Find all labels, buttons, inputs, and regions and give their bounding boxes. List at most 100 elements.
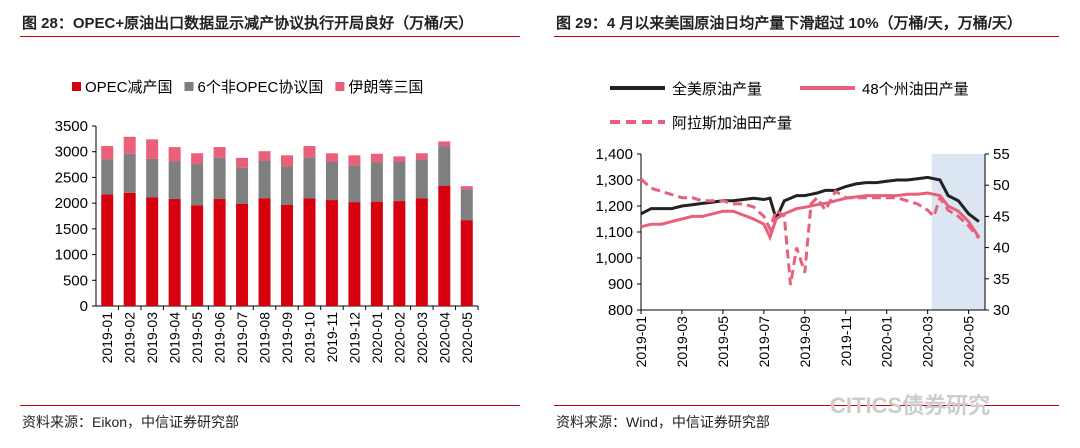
legend-swatch (335, 82, 345, 91)
bar-OPEC减产国-2019-11 (325, 200, 338, 306)
y-left-tick-label: 1,000 (595, 250, 633, 267)
y-right-tick-label: 55 (993, 146, 1010, 163)
legend-label: 48个州油田产量 (862, 81, 969, 98)
y-left-tick-label: 1,300 (595, 172, 633, 189)
y-tick-label: 3500 (55, 118, 88, 135)
y-tick-label: 3000 (55, 144, 88, 161)
x-tick-label: 2019-07 (756, 316, 772, 368)
bar-OPEC减产国-2019-12 (348, 202, 361, 306)
left-source-rule (20, 405, 520, 406)
bar-6个非OPEC协议国-2019-06 (213, 157, 226, 200)
y-left-tick-label: 800 (608, 302, 633, 319)
watermark: CITICS债券研究 (830, 393, 991, 418)
y-tick-label: 500 (63, 272, 88, 289)
bar-OPEC减产国-2020-04 (438, 185, 451, 306)
bar-OPEC减产国-2019-07 (236, 203, 249, 306)
right-title-rule (554, 36, 1059, 37)
bar-伊朗等三国-2019-06 (213, 147, 226, 158)
x-tick-label: 2019-11 (324, 312, 340, 363)
bar-OPEC减产国-2019-10 (303, 198, 316, 306)
left-chart-title: 图 28：OPEC+原油出口数据显示减产协议执行开局良好（万桶/天） (22, 15, 474, 32)
right-source-rule (554, 405, 1059, 406)
legend-swatch (184, 82, 194, 91)
bar-OPEC减产国-2019-01 (101, 194, 114, 306)
bar-6个非OPEC协议国-2020-04 (438, 146, 451, 186)
x-tick-label: 2019-05 (189, 312, 205, 364)
bar-6个非OPEC协议国-2019-03 (146, 158, 159, 198)
y-right-tick-label: 50 (993, 177, 1010, 194)
legend-label: OPEC减产国 (85, 79, 173, 96)
bar-伊朗等三国-2020-01 (370, 153, 383, 163)
y-tick-label: 0 (80, 298, 88, 315)
bar-OPEC减产国-2019-05 (191, 205, 204, 306)
bar-OPEC减产国-2019-04 (168, 199, 181, 306)
bar-6个非OPEC协议国-2019-07 (236, 167, 249, 204)
y-tick-label: 2000 (55, 195, 88, 212)
bar-伊朗等三国-2019-02 (123, 136, 136, 154)
x-tick-label: 2019-09 (279, 312, 295, 364)
bar-OPEC减产国-2020-01 (370, 201, 383, 306)
y-left-tick-label: 1,400 (595, 146, 633, 163)
x-tick-label: 2020-03 (414, 312, 430, 364)
bar-伊朗等三国-2019-03 (146, 139, 159, 159)
x-tick-label: 2019-11 (838, 316, 854, 367)
y-left-tick-label: 900 (608, 276, 633, 293)
bar-伊朗等三国-2020-05 (460, 186, 473, 190)
left-source: 资料来源：Eikon，中信证券研究部 (22, 414, 240, 430)
bar-6个非OPEC协议国-2020-03 (415, 159, 428, 199)
bar-6个非OPEC协议国-2019-08 (258, 160, 271, 199)
x-tick-label: 2020-03 (920, 316, 936, 368)
bar-OPEC减产国-2019-06 (213, 199, 226, 306)
x-tick-label: 2020-01 (879, 316, 895, 368)
y-left-tick-label: 1,100 (595, 224, 633, 241)
y-right-tick-label: 45 (993, 208, 1010, 225)
x-tick-label: 2020-01 (369, 312, 385, 364)
x-tick-label: 2020-05 (459, 312, 475, 364)
bar-伊朗等三国-2019-09 (281, 155, 293, 167)
bar-伊朗等三国-2020-02 (393, 156, 406, 162)
bar-6个非OPEC协议国-2020-02 (393, 162, 406, 202)
y-tick-label: 2500 (55, 169, 88, 186)
bar-6个非OPEC协议国-2019-05 (191, 164, 204, 206)
y-right-tick-label: 35 (993, 271, 1010, 288)
bar-6个非OPEC协议国-2019-11 (325, 162, 338, 201)
bar-伊朗等三国-2019-04 (168, 147, 181, 162)
legend-label: 全美原油产量 (672, 80, 762, 98)
bar-6个非OPEC协议国-2019-12 (348, 165, 361, 203)
x-tick-label: 2020-04 (436, 312, 452, 364)
x-tick-label: 2019-01 (99, 312, 115, 364)
bar-伊朗等三国-2019-05 (191, 153, 204, 165)
bar-6个非OPEC协议国-2020-05 (460, 189, 473, 221)
x-tick-label: 2019-03 (674, 316, 690, 368)
x-tick-label: 2020-05 (961, 316, 977, 368)
bar-OPEC减产国-2020-02 (393, 201, 406, 306)
bar-6个非OPEC协议国-2019-01 (101, 159, 114, 195)
x-tick-label: 2019-12 (346, 312, 362, 364)
y-right-tick-label: 30 (993, 302, 1010, 319)
x-tick-label: 2019-04 (167, 312, 183, 364)
x-tick-label: 2019-06 (212, 312, 228, 364)
x-tick-label: 2019-03 (144, 312, 160, 364)
legend-swatch (72, 82, 81, 91)
y-tick-label: 1000 (55, 247, 88, 264)
bar-6个非OPEC协议国-2019-10 (303, 157, 316, 199)
y-tick-label: 1500 (55, 221, 88, 238)
legend-label: 伊朗等三国 (348, 78, 423, 96)
bar-6个非OPEC协议国-2019-09 (281, 166, 293, 205)
x-tick-label: 2019-09 (797, 316, 813, 368)
x-tick-label: 2019-07 (234, 312, 250, 364)
bar-OPEC减产国-2019-03 (146, 197, 159, 306)
bar-伊朗等三国-2019-08 (258, 151, 271, 161)
y-right-tick-label: 40 (993, 240, 1010, 257)
bar-OPEC减产国-2020-03 (415, 198, 428, 306)
bar-伊朗等三国-2019-10 (303, 146, 316, 158)
bar-伊朗等三国-2020-03 (415, 153, 428, 160)
bar-OPEC减产国-2019-02 (123, 192, 136, 306)
x-tick-label: 2019-02 (122, 312, 138, 364)
series-line-阿拉斯加油田产量 (639, 177, 981, 286)
x-tick-label: 2020-02 (391, 312, 407, 364)
series-line-48个州油田产量 (640, 191, 981, 242)
left-title-rule (20, 36, 520, 37)
legend-label: 阿拉斯加油田产量 (672, 115, 792, 132)
